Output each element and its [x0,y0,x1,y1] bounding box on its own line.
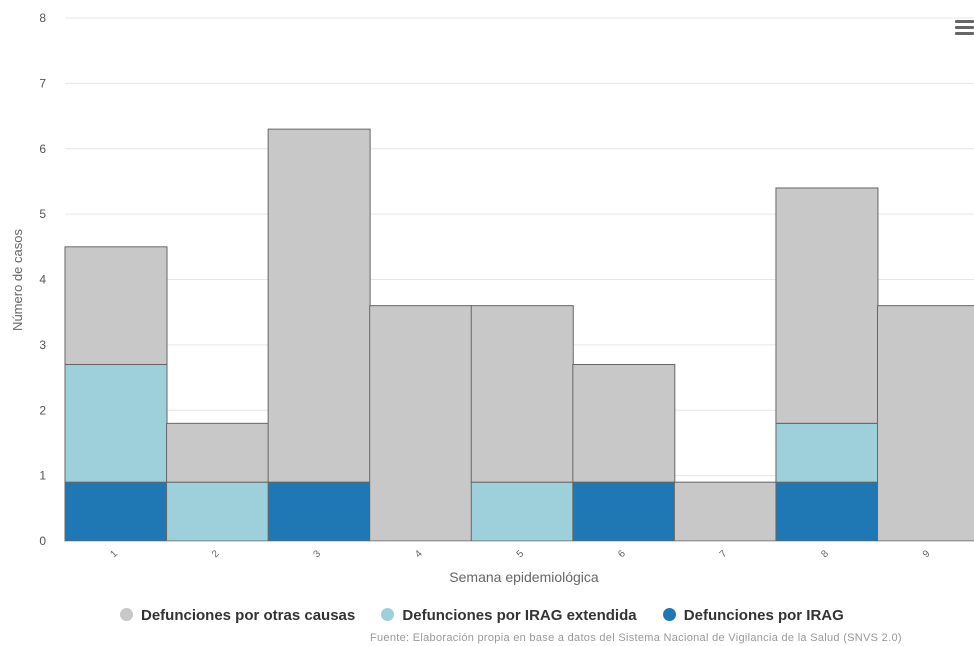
bar-segment [64,363,168,483]
bar-segment [572,481,676,542]
bar-segment [470,481,574,542]
legend-swatch-irag-extendida [381,608,395,621]
legend-label-irag: Defunciones por IRAG [683,607,844,624]
y-tick-label: 8 [39,11,46,25]
y-tick-label: 5 [39,207,46,221]
bar-segment [64,246,168,365]
bar-segment [877,305,974,542]
bar-segment [166,422,270,483]
bar-segment [267,481,371,542]
x-tick-label: 2 [210,548,222,560]
bar-segment [470,305,574,483]
legend: Defunciones por otras causas Defunciones… [120,607,866,627]
chart-area: 0 1 2 3 4 5 6 7 8 1 2 3 4 5 6 7 8 9 Semana epidemiológica N… [10,11,974,585]
bar-segment [775,422,879,483]
x-tick-label: 5 [515,548,527,560]
x-tick-label: 1 [108,548,120,560]
x-tick-label: 8 [819,548,831,560]
x-tick-label: 3 [312,548,324,560]
legend-item-otras-causas[interactable]: Defunciones por otras causas [120,607,355,624]
bar-segment [64,481,168,542]
x-tick-label: 9 [921,548,933,560]
bar-segment [267,128,371,483]
x-tick-label: 6 [616,548,628,560]
legend-swatch-irag [662,608,676,621]
source-note: Fuente: Elaboración propia en base a dat… [370,632,902,644]
x-axis-title: Semana epidemiológica [449,569,599,585]
legend-swatch-otras-causas [120,608,133,621]
legend-label-irag-extendida: Defunciones por IRAG extendida [402,607,637,624]
y-tick-label: 1 [39,469,46,483]
x-tick-label: 4 [413,548,425,560]
y-tick-label: 4 [39,273,46,287]
hamburger-menu-icon[interactable] [955,20,974,40]
bar-segment [572,363,676,483]
y-tick-label: 6 [39,142,46,156]
y-tick-label: 7 [39,76,46,90]
legend-label-otras-causas: Defunciones por otras causas [141,607,356,624]
legend-item-irag[interactable]: Defunciones por IRAG [662,607,844,624]
bar-segment [166,481,270,542]
y-tick-label: 3 [39,338,46,352]
legend-item-irag-extendida[interactable]: Defunciones por IRAG extendida [381,607,637,624]
bar-segment [775,481,879,542]
bar-segment [775,187,879,424]
bar-segment [369,305,473,542]
bar-segment [673,481,777,542]
y-tick-label: 0 [39,534,46,548]
x-tick-label: 7 [718,548,730,560]
y-axis-title: Número de casos [10,229,25,331]
y-tick-label: 2 [39,403,46,417]
